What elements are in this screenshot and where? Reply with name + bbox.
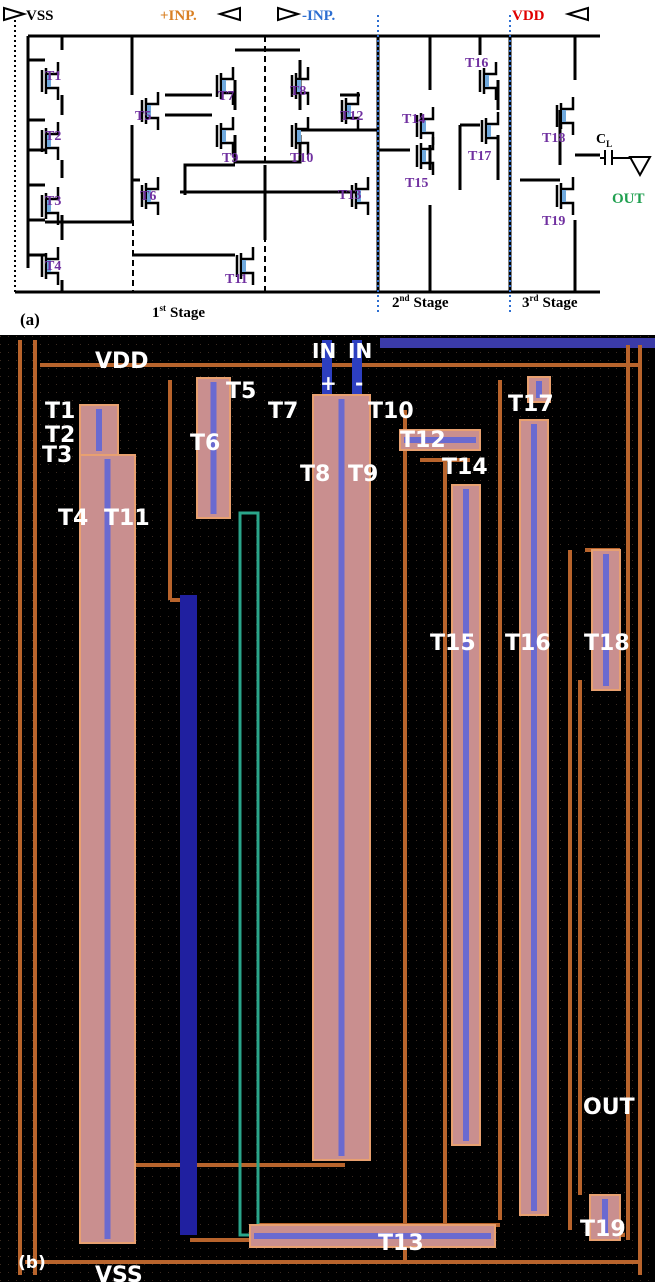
vss-label: VSS bbox=[95, 1263, 143, 1282]
transistor-gate bbox=[485, 75, 489, 87]
panel-label: (b) bbox=[18, 1253, 46, 1273]
transistor-label: T7 bbox=[218, 89, 234, 104]
transistor-label: T3 bbox=[45, 194, 61, 209]
transistor-label: T14 bbox=[402, 112, 425, 127]
transistor-label: T1 bbox=[45, 399, 75, 424]
transistor-label: T12 bbox=[340, 109, 363, 124]
vss-label: VSS bbox=[26, 8, 54, 24]
vdd-label: VDD bbox=[95, 349, 149, 374]
transistor-label: T19 bbox=[580, 1217, 626, 1242]
transistor-label: T12 bbox=[400, 428, 446, 453]
transistor-label: T11 bbox=[104, 506, 150, 531]
transistor-label: T17 bbox=[468, 149, 491, 164]
page: VSS +INP. -INP. VDD CL OUT (a) 1stStage … bbox=[0, 0, 655, 1282]
transistor-channel bbox=[339, 399, 345, 1156]
transistor-label: T11 bbox=[225, 272, 248, 287]
output-label: OUT bbox=[612, 191, 645, 207]
transistor-label: T14 bbox=[442, 455, 488, 480]
transistor-label: T15 bbox=[430, 631, 476, 656]
input-label: IN bbox=[348, 339, 372, 363]
transistor-gate bbox=[562, 110, 566, 122]
transistor-label: T15 bbox=[405, 176, 428, 191]
layout: VDD IN IN + - OUT VSS (b) T1T2T3T4T5T6T7… bbox=[0, 335, 655, 1282]
transistor-label: T3 bbox=[42, 443, 72, 468]
transistor-label: T9 bbox=[348, 462, 378, 487]
transistor-label: T19 bbox=[542, 214, 565, 229]
transistor-label: T9 bbox=[222, 151, 238, 166]
transistor-channel bbox=[105, 459, 111, 1239]
transistor-label: T13 bbox=[338, 188, 361, 203]
transistor-label: T4 bbox=[58, 506, 88, 531]
metal-strip bbox=[380, 338, 655, 348]
input-sign: - bbox=[355, 371, 363, 395]
transistor-channel bbox=[531, 424, 537, 1211]
transistor-label: T18 bbox=[584, 631, 630, 656]
transistor-gate bbox=[487, 125, 491, 137]
input-label: IN bbox=[312, 339, 336, 363]
inp-minus-label: -INP. bbox=[302, 8, 335, 24]
transistor-gate bbox=[242, 260, 246, 272]
transistor-label: T1 bbox=[45, 69, 61, 84]
transistor-label: T16 bbox=[505, 631, 551, 656]
metal-strip bbox=[180, 595, 197, 1235]
vdd-label: VDD bbox=[512, 8, 545, 24]
out-label: OUT bbox=[583, 1095, 635, 1120]
transistor-label: T2 bbox=[45, 129, 61, 144]
transistor-channel bbox=[96, 409, 102, 451]
transistor-label: T17 bbox=[508, 392, 554, 417]
transistor-channel bbox=[463, 489, 469, 1141]
transistor-gate bbox=[422, 150, 426, 162]
transistor-label: T10 bbox=[368, 399, 414, 424]
panel-label: (a) bbox=[20, 310, 40, 329]
transistor-label: T8 bbox=[290, 84, 306, 99]
transistor-label: T18 bbox=[542, 131, 565, 146]
transistor-gate bbox=[562, 190, 566, 202]
figure: VSS +INP. -INP. VDD CL OUT (a) 1stStage … bbox=[0, 0, 655, 1282]
transistor-label: T6 bbox=[190, 431, 220, 456]
transistor-label: T16 bbox=[465, 56, 488, 71]
transistor-label: T5 bbox=[135, 109, 151, 124]
input-sign: + bbox=[320, 371, 337, 395]
transistor-gate bbox=[297, 130, 301, 142]
transistor-gate bbox=[222, 130, 226, 142]
transistor-label: T7 bbox=[268, 399, 298, 424]
inp-plus-label: +INP. bbox=[160, 8, 197, 24]
transistor-channel bbox=[603, 554, 609, 686]
transistor-label: T5 bbox=[226, 379, 256, 404]
transistor-label: T6 bbox=[140, 189, 156, 204]
transistor-label: T13 bbox=[378, 1231, 424, 1256]
transistor-channel bbox=[254, 1233, 491, 1239]
transistor-label: T10 bbox=[290, 151, 313, 166]
transistor-label: T8 bbox=[300, 462, 330, 487]
transistor-label: T4 bbox=[45, 259, 61, 274]
schematic-bg bbox=[0, 0, 655, 335]
